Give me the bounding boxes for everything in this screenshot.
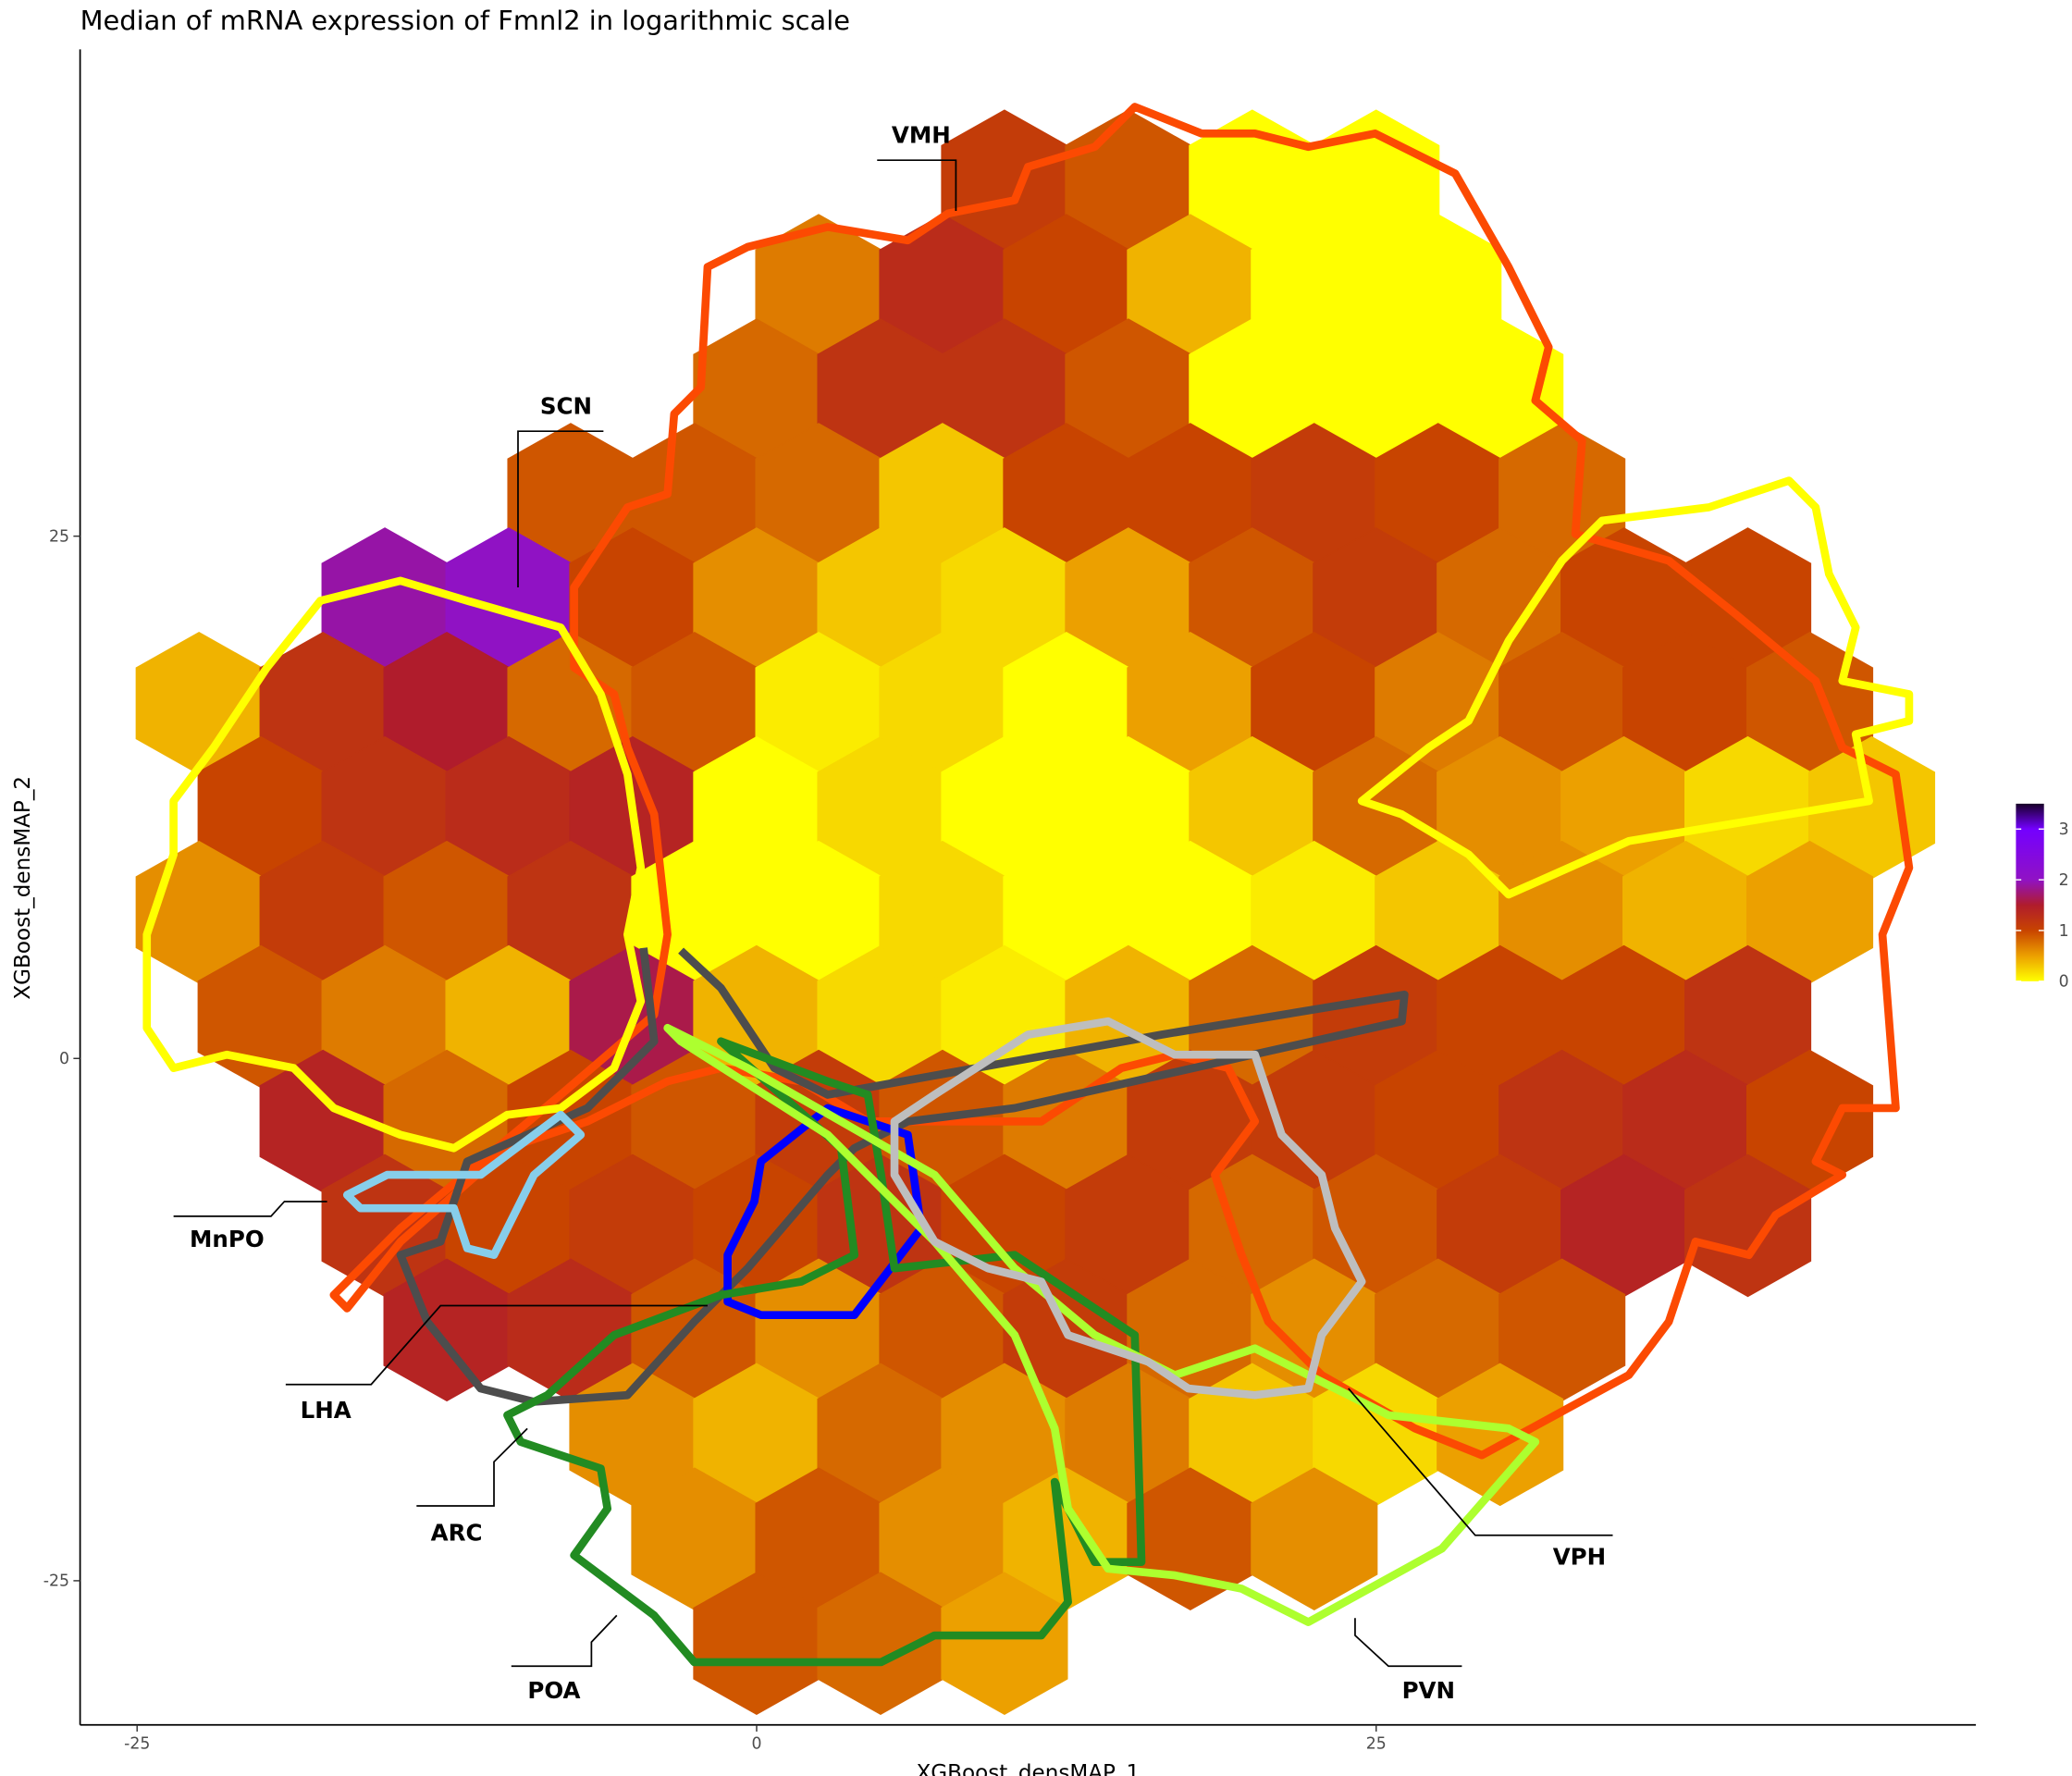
x-tick-label: 0 [751, 1735, 761, 1754]
hex-layer [135, 109, 1936, 1716]
dynamic-layer: -25 0 25 -25 0 25 0 1 2 3 VMH SCN MnPO LHA ARC POA PVN VP… [43, 121, 2069, 1753]
leader-line [511, 1614, 618, 1668]
colorbar-tick-label: 3 [2059, 820, 2069, 839]
region-outline [1357, 476, 1914, 899]
region-label: ARC [431, 1520, 483, 1547]
region-outline [890, 1017, 1366, 1400]
region-label: POA [527, 1677, 580, 1704]
y-axis-title: XGBoost_densMAP_2 [11, 776, 35, 1000]
x-axis-title: XGBoost_densMAP_1 [916, 1761, 1140, 1776]
y-tick-label: -25 [43, 1572, 69, 1591]
leader-line [1348, 1388, 1613, 1536]
region-label: SCN [540, 392, 592, 419]
leader-line [416, 1427, 528, 1507]
region-outline [342, 1110, 586, 1260]
region-label: VPH [1553, 1544, 1606, 1571]
region-outline [142, 576, 646, 1153]
leader-line [1354, 1618, 1462, 1668]
region-outline [723, 1104, 926, 1319]
region-outline [663, 1024, 1540, 1626]
leader-line [285, 1304, 708, 1386]
leader-lines [173, 159, 1613, 1668]
region-label: PVN [1402, 1677, 1455, 1704]
plot: Median of mRNA expression of Fmnl2 in lo… [11, 5, 2069, 1776]
region-label: LHA [301, 1397, 352, 1424]
colorbar-tick-label: 1 [2059, 922, 2069, 941]
colorbar [2016, 803, 2044, 981]
colorbar-tick-label: 0 [2059, 973, 2069, 992]
region-outlines [142, 103, 1914, 1667]
colorbar-tick-label: 2 [2059, 871, 2069, 890]
hexbin [1251, 1467, 1378, 1611]
region-outline [396, 947, 1409, 1406]
region-label: MnPO [190, 1226, 265, 1252]
leader-line [877, 159, 957, 212]
leader-line [517, 430, 604, 588]
region-label: VMH [892, 121, 951, 148]
leader-line [173, 1201, 327, 1217]
y-tick-label: 0 [59, 1050, 69, 1068]
x-tick-label: -25 [124, 1735, 150, 1754]
x-tick-label: 25 [1366, 1735, 1387, 1754]
hexbin [1437, 1363, 1564, 1507]
y-tick-label: 25 [49, 527, 69, 546]
chart-title: Median of mRNA expression of Fmnl2 in lo… [80, 5, 850, 36]
